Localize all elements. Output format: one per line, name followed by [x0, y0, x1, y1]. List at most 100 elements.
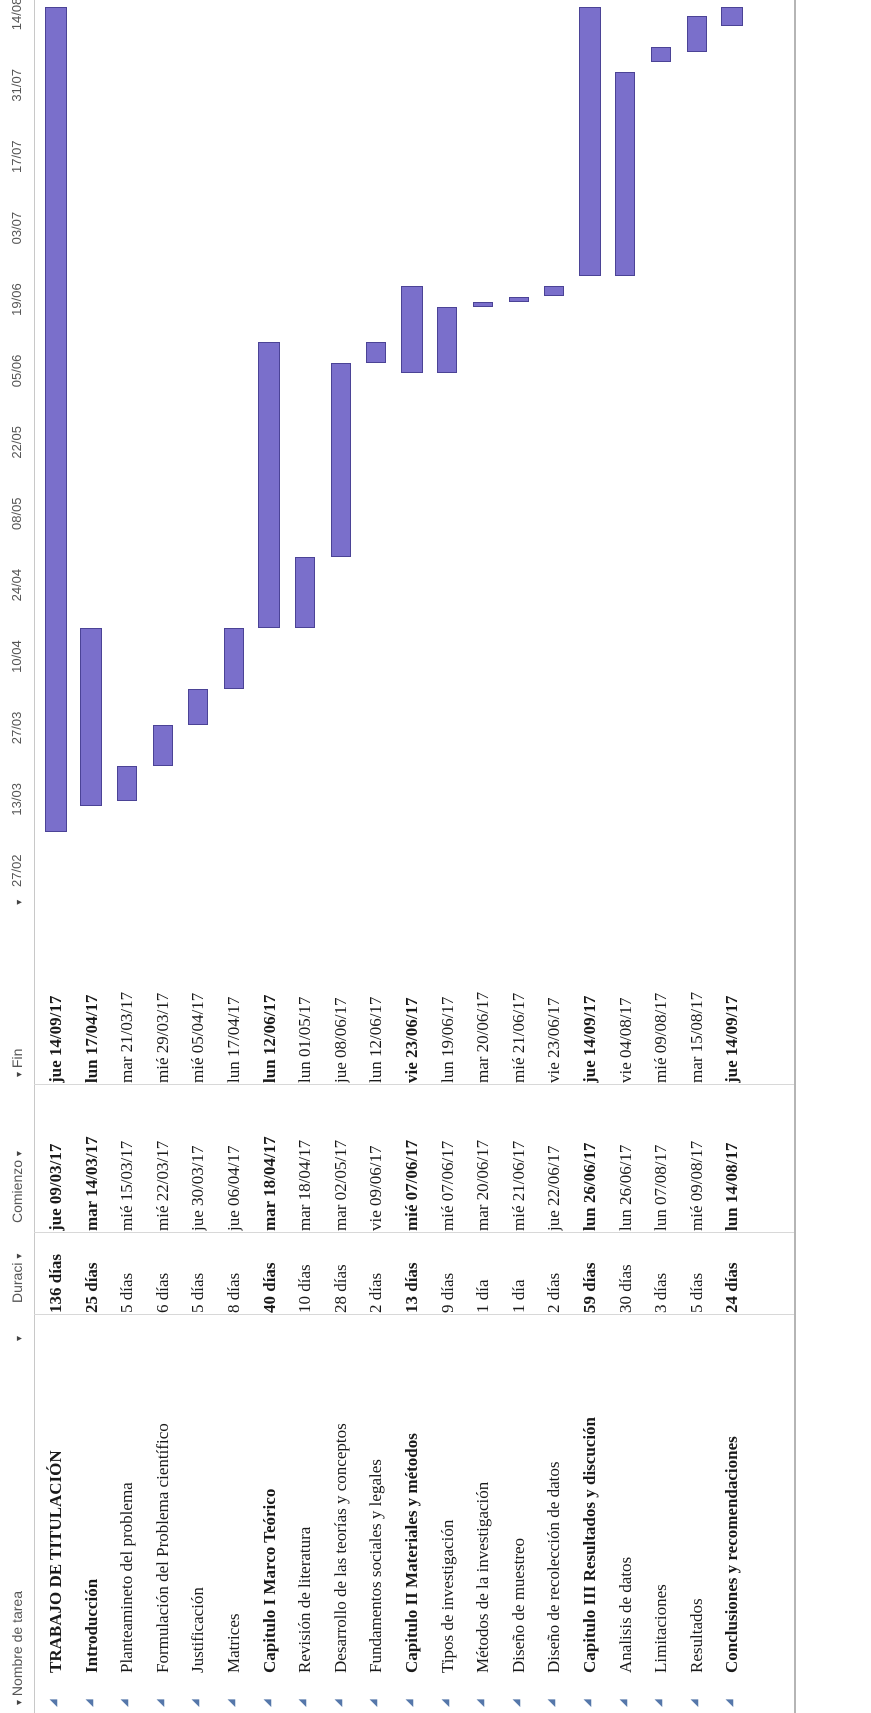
task-bar[interactable]	[651, 46, 671, 62]
task-bar[interactable]	[188, 689, 209, 725]
task-bar[interactable]	[615, 72, 636, 277]
task-start[interactable]: jue 06/04/17	[224, 1145, 243, 1231]
summary-task-bar[interactable]	[80, 628, 103, 807]
task-name[interactable]: Capitulo II Materiales y métodos	[402, 1433, 421, 1673]
task-duration[interactable]: 30 días	[615, 1264, 635, 1313]
task-start[interactable]: mié 07/06/17	[437, 1140, 457, 1231]
task-duration[interactable]: 5 días	[686, 1272, 706, 1313]
task-end[interactable]: mar 15/08/17	[686, 991, 706, 1083]
task-end[interactable]: mié 05/04/17	[188, 992, 208, 1083]
task-name[interactable]: Resultados	[686, 1598, 706, 1673]
table-row[interactable]: ◢ Resultados 5 días mié 09/08/17 mar 15/08/1…	[679, 905, 715, 1713]
task-duration[interactable]: 25 días	[81, 1262, 101, 1313]
task-name[interactable]: Fundamentos sociales y legales	[366, 1459, 386, 1673]
table-row[interactable]: ◢ Matrices 8 días jue 06/04/17 lun 17/04/17	[216, 905, 252, 1713]
column-header-duration[interactable]: Duraci ▾	[9, 1253, 25, 1303]
task-name[interactable]: Diseño de muestreo	[508, 1537, 528, 1673]
task-bar[interactable]	[366, 342, 387, 363]
task-name[interactable]: Capitulo I Marco Teórico	[259, 1488, 279, 1673]
table-row[interactable]: ◢ Fundamentos sociales y legales 2 días vie…	[358, 905, 394, 1713]
task-start[interactable]: lun 14/08/17	[722, 1142, 742, 1231]
table-row[interactable]: ◢ Capitulo III Resultados y discución 59 d…	[572, 905, 608, 1713]
summary-task-bar[interactable]	[44, 7, 67, 832]
task-name[interactable]: Planteamineto del problema	[117, 1482, 137, 1673]
task-start[interactable]: jue 30/03/17	[188, 1145, 208, 1231]
task-name[interactable]: Limitaciones	[651, 1584, 671, 1673]
task-duration[interactable]: 2 días	[544, 1272, 564, 1313]
task-end[interactable]: vie 04/08/17	[615, 997, 635, 1083]
table-row[interactable]: ◢ Métodos de la investigación 1 día mar 20/…	[465, 905, 501, 1713]
table-row[interactable]: ◢ Revisión de literatura 10 días mar 18/04/…	[287, 905, 323, 1713]
column-header-end[interactable]: ▾ Fin ▾	[9, 899, 25, 1077]
task-start[interactable]: mar 02/05/17	[330, 1139, 350, 1231]
task-name[interactable]: Conclusiones y recomendaciones	[722, 1436, 742, 1673]
task-name[interactable]: Capitulo III Resultados y discución	[580, 1416, 599, 1673]
task-duration[interactable]: 6 días	[152, 1272, 172, 1313]
table-chart-divider[interactable]	[794, 0, 796, 1713]
task-end[interactable]: mar 20/06/17	[473, 991, 493, 1083]
table-row[interactable]: ◢ Capitulo II Materiales y métodos 13 días…	[394, 905, 430, 1713]
task-name[interactable]: Métodos de la investigación	[473, 1481, 493, 1673]
task-start[interactable]: vie 09/06/17	[366, 1145, 386, 1231]
task-start[interactable]: mar 18/04/17	[259, 1136, 279, 1231]
task-end[interactable]: jue 14/09/17	[580, 995, 599, 1083]
task-start[interactable]: jue 22/06/17	[544, 1145, 564, 1231]
task-bar[interactable]	[437, 306, 458, 373]
task-duration[interactable]: 3 días	[651, 1272, 671, 1313]
task-duration[interactable]: 136 días	[46, 1253, 65, 1313]
task-bar[interactable]	[117, 765, 137, 802]
table-row[interactable]: ◢ Tipos de investigación 9 días mié 07/06/1…	[430, 905, 466, 1713]
task-bar[interactable]	[473, 301, 493, 307]
task-end[interactable]: lun 12/06/17	[366, 996, 386, 1083]
column-header-start[interactable]: Comienzo ▾	[9, 1151, 25, 1223]
task-start[interactable]: mié 09/08/17	[686, 1140, 706, 1231]
task-name[interactable]: Analisis de datos	[615, 1556, 635, 1673]
task-end[interactable]: vie 23/06/17	[544, 997, 564, 1083]
table-row[interactable]: ◢ Analisis de datos 30 días lun 26/06/17 vie…	[608, 905, 644, 1713]
table-row[interactable]: ◢ Planteamineto del problema 5 días mié 15/…	[109, 905, 145, 1713]
table-row[interactable]: ◢ Justificación 5 días jue 30/03/17 mié 05/0…	[180, 905, 216, 1713]
task-end[interactable]: lun 17/04/17	[81, 994, 101, 1083]
task-bar[interactable]	[330, 362, 351, 557]
task-start[interactable]: lun 07/08/17	[651, 1144, 671, 1231]
task-end[interactable]: mié 09/08/17	[651, 992, 671, 1083]
task-name[interactable]: Matrices	[224, 1613, 243, 1673]
task-end[interactable]: vie 23/06/17	[402, 997, 421, 1083]
task-end[interactable]: mar 21/03/17	[117, 991, 137, 1083]
task-name[interactable]: Diseño de recolección de datos	[544, 1461, 564, 1673]
task-duration[interactable]: 9 días	[437, 1272, 457, 1313]
task-duration[interactable]: 1 día	[473, 1279, 493, 1313]
task-start[interactable]: mar 14/03/17	[81, 1136, 101, 1231]
task-duration[interactable]: 59 días	[580, 1262, 599, 1313]
task-start[interactable]: lun 26/06/17	[580, 1142, 599, 1231]
task-name[interactable]: Justificación	[188, 1587, 208, 1673]
summary-task-bar[interactable]	[721, 7, 744, 27]
task-start[interactable]: mié 07/06/17	[402, 1139, 421, 1231]
task-end[interactable]: jue 14/09/17	[46, 995, 65, 1083]
task-end[interactable]: mié 29/03/17	[152, 992, 172, 1083]
column-header-name[interactable]: ▾ Nombre de tarea	[9, 1591, 25, 1705]
task-bar[interactable]	[544, 286, 565, 297]
task-end[interactable]: jue 08/06/17	[330, 997, 350, 1083]
task-duration[interactable]: 13 días	[402, 1262, 421, 1313]
task-duration[interactable]: 28 días	[330, 1264, 350, 1313]
table-row[interactable]: ◢ Formulación del Problema científico 6 dí…	[145, 905, 181, 1713]
task-duration[interactable]: 8 días	[224, 1272, 243, 1313]
task-duration[interactable]: 5 días	[117, 1272, 137, 1313]
summary-task-bar[interactable]	[578, 7, 601, 277]
task-end[interactable]: lun 19/06/17	[437, 996, 457, 1083]
task-start[interactable]: mar 18/04/17	[295, 1139, 315, 1231]
task-bar[interactable]	[295, 556, 315, 628]
task-end[interactable]: lun 01/05/17	[295, 996, 315, 1083]
filter-arrow-name[interactable]: ▾	[0, 1336, 34, 1341]
table-row[interactable]: ◢ TRABAJO DE TITULACIÓN 136 días jue 09/03/…	[38, 905, 74, 1713]
task-end[interactable]: lun 12/06/17	[259, 994, 279, 1083]
task-end[interactable]: mié 21/06/17	[508, 992, 528, 1083]
task-end[interactable]: jue 14/09/17	[722, 995, 742, 1083]
task-name[interactable]: Tipos de investigación	[437, 1519, 457, 1673]
task-duration[interactable]: 40 días	[259, 1262, 279, 1313]
task-duration[interactable]: 1 día	[508, 1279, 528, 1313]
task-duration[interactable]: 10 días	[295, 1264, 315, 1313]
table-row[interactable]: ◢ Diseño de recolección de datos 2 días jue…	[536, 905, 572, 1713]
task-name[interactable]: Introducción	[81, 1578, 101, 1673]
